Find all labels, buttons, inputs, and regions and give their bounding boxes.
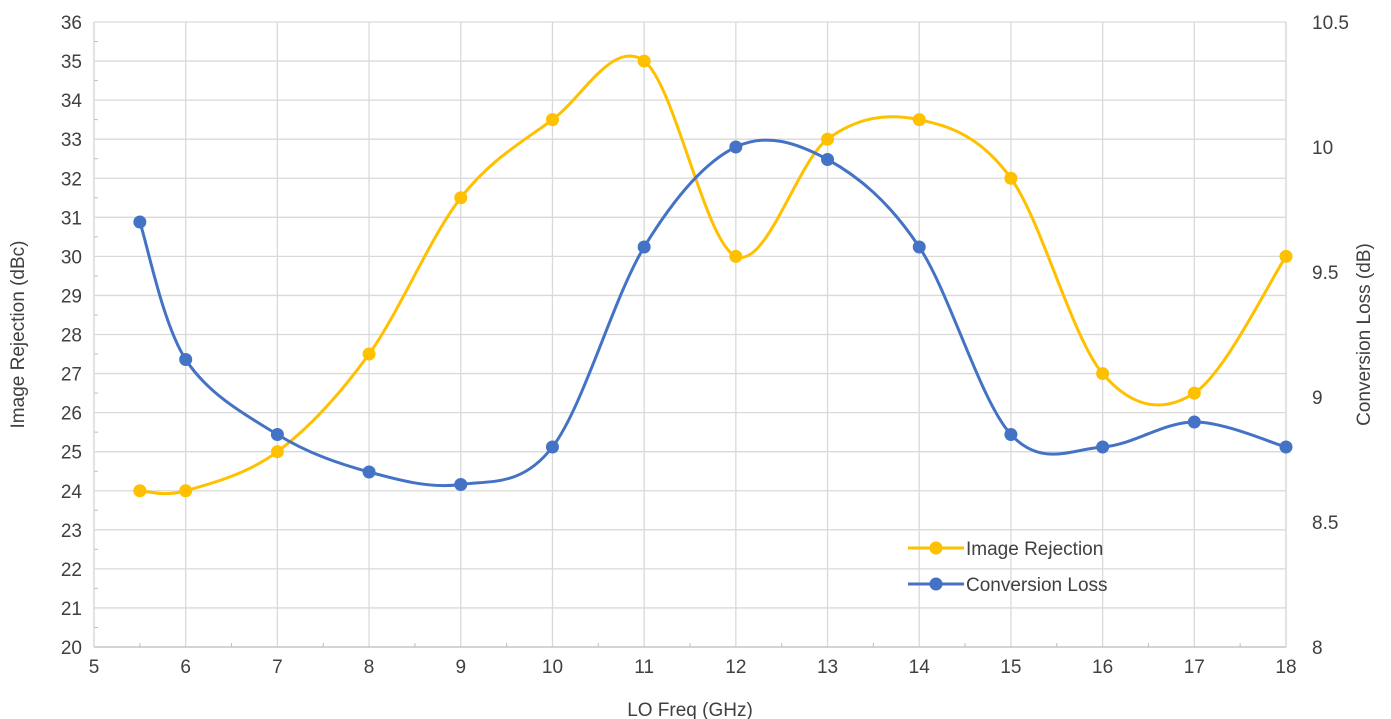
data-point: [1187, 415, 1201, 429]
x-tick-label: 7: [272, 657, 283, 678]
data-point: [1004, 171, 1018, 185]
y-axis-right-title: Conversion Loss (dB): [1354, 243, 1375, 426]
series-line: [139, 54, 1288, 496]
data-point: [1279, 440, 1293, 454]
x-tick-label: 18: [1275, 657, 1296, 678]
data-point: [133, 484, 147, 498]
x-tick-label: 10: [542, 657, 563, 678]
y-tick-label: 31: [61, 208, 82, 229]
data-point: [637, 54, 651, 68]
y-tick-label: 24: [61, 482, 83, 503]
y2-tick-label: 9: [1312, 388, 1323, 409]
y-tick-label: 20: [61, 638, 82, 659]
y-axis-left-ticks: 20 21 22 23 24 25 26 27 28 29 30 31 32 33 34 35 36: [61, 13, 83, 659]
y-tick-label: 25: [61, 443, 82, 464]
series-image-rejection: [133, 54, 1293, 498]
data-point: [133, 215, 147, 229]
y-tick-label: 28: [61, 326, 82, 347]
x-tick-label: 17: [1184, 657, 1205, 678]
data-point: [821, 132, 835, 146]
y-axis-left-title: Image Rejection (dBc): [8, 241, 29, 429]
x-tick-label: 9: [455, 657, 466, 678]
data-point: [1279, 249, 1293, 263]
data-point: [545, 113, 559, 127]
series-line: [138, 138, 1287, 488]
y2-tick-label: 8.5: [1312, 513, 1338, 534]
y-tick-label: 32: [61, 169, 82, 190]
x-tick-label: 14: [909, 657, 931, 678]
legend-label: Image Rejection: [966, 539, 1103, 560]
y-tick-label: 26: [61, 404, 82, 425]
x-minor-ticks: [94, 41, 1241, 647]
data-point: [362, 465, 376, 479]
x-tick-label: 16: [1092, 657, 1113, 678]
y-tick-label: 22: [61, 560, 82, 581]
x-tick-label: 11: [634, 657, 654, 678]
y-tick-label: 29: [61, 286, 82, 307]
y2-tick-label: 10.5: [1312, 13, 1349, 34]
data-point: [179, 353, 193, 366]
legend: Image Rejection Conversion Loss: [908, 539, 1108, 596]
y-tick-label: 21: [61, 599, 82, 620]
data-point: [729, 140, 743, 154]
y-tick-label: 30: [61, 247, 82, 268]
x-tick-label: 6: [180, 657, 191, 678]
data-point: [1096, 367, 1110, 381]
legend-swatch-marker: [929, 541, 943, 555]
x-axis-title: LO Freq (GHz): [627, 700, 753, 719]
data-point: [821, 153, 835, 166]
x-tick-label: 8: [364, 657, 375, 678]
x-tick-label: 12: [725, 657, 746, 678]
data-point: [729, 249, 743, 263]
y2-tick-label: 10: [1312, 138, 1333, 159]
legend-swatch-marker: [929, 577, 943, 591]
y-axis-right-ticks: 8 8.5 9 9.5 10 10.5: [1312, 13, 1349, 659]
data-point: [912, 240, 926, 254]
data-point: [179, 484, 193, 498]
data-point: [1187, 386, 1201, 400]
data-point: [270, 428, 284, 441]
gridlines: [93, 21, 1287, 648]
data-point: [454, 478, 468, 491]
x-axis-ticks: 5 6 7 8 9 10 11 12 13 14 15 16 17 18: [89, 657, 1297, 678]
legend-item: Image Rejection: [908, 539, 1103, 560]
x-tick-label: 13: [817, 657, 838, 678]
y-tick-label: 35: [61, 52, 82, 73]
data-point: [362, 347, 376, 361]
data-point: [1096, 440, 1110, 454]
data-point: [545, 440, 559, 454]
data-point: [637, 240, 651, 254]
y-tick-label: 27: [61, 365, 82, 386]
data-point: [270, 445, 284, 459]
series-conversion-loss: [133, 138, 1293, 491]
y-tick-label: 23: [61, 521, 82, 542]
data-point: [1004, 428, 1018, 441]
y2-tick-label: 8: [1312, 638, 1323, 659]
x-tick-label: 15: [1000, 657, 1021, 678]
legend-item: Conversion Loss: [908, 575, 1108, 596]
x-tick-label: 5: [89, 657, 100, 678]
legend-label: Conversion Loss: [966, 575, 1108, 596]
y-tick-label: 34: [61, 91, 83, 112]
series-layer: [133, 54, 1293, 498]
y2-tick-label: 9.5: [1312, 263, 1338, 284]
data-point: [454, 191, 468, 205]
y-tick-label: 33: [61, 130, 82, 151]
y-tick-label: 36: [61, 13, 82, 34]
data-point: [912, 113, 926, 127]
